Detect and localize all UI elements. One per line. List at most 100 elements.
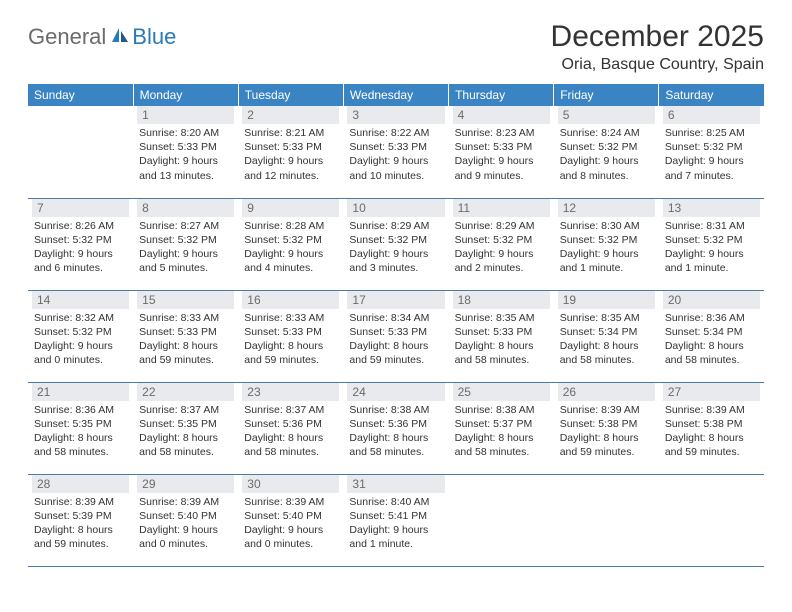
day-number: 19	[558, 291, 655, 309]
daylight: Daylight: 9 hours and 7 minutes.	[665, 154, 758, 182]
calendar-cell: 27 Sunrise: 8:39 AMSunset: 5:38 PMDayligh…	[659, 382, 764, 474]
calendar-cell: 20Sunrise: 8:36 AMSunset: 5:34 PMDayligh…	[659, 290, 764, 382]
calendar-cell: 25Sunrise: 8:38 AMSunset: 5:37 PMDayligh…	[449, 382, 554, 474]
daylight: Daylight: 9 hours and 10 minutes.	[349, 154, 442, 182]
daylight: Daylight: 8 hours and 59 minutes.	[560, 431, 653, 459]
day-header: Friday	[554, 84, 659, 106]
day-number: 13	[663, 199, 760, 217]
day-info: Sunrise: 8:39 AMSunset: 5:40 PMDaylight:…	[242, 495, 339, 552]
sunrise: Sunrise: 8:38 AM	[455, 403, 548, 417]
sunset: Sunset: 5:40 PM	[139, 509, 232, 523]
day-number: 9	[242, 199, 339, 217]
day-number: 1	[137, 106, 234, 124]
sunset: Sunset: 5:33 PM	[139, 140, 232, 154]
daylight: Daylight: 9 hours and 6 minutes.	[34, 247, 127, 275]
sunrise: Sunrise: 8:32 AM	[34, 311, 127, 325]
sunrise: Sunrise: 8:39 AM	[244, 495, 337, 509]
calendar-cell: 23 Sunrise: 8:37 AMSunset: 5:36 PMDayligh…	[238, 382, 343, 474]
sunrise: Sunrise: 8:36 AM	[34, 403, 127, 417]
day-info: Sunrise: 8:37 AMSunset: 5:35 PMDaylight:…	[137, 403, 234, 460]
sunrise: Sunrise: 8:37 AM	[244, 403, 337, 417]
header: General Blue December 2025 Oria, Basque …	[28, 20, 764, 74]
sunrise: Sunrise: 8:34 AM	[349, 311, 442, 325]
day-info: Sunrise: 8:36 AMSunset: 5:35 PMDaylight:…	[32, 403, 129, 460]
day-info: Sunrise: 8:37 AMSunset: 5:36 PMDaylight:…	[242, 403, 339, 460]
daylight: Daylight: 9 hours and 1 minute.	[349, 523, 442, 551]
calendar-cell: 17Sunrise: 8:34 AMSunset: 5:33 PMDayligh…	[343, 290, 448, 382]
sunrise: Sunrise: 8:31 AM	[665, 219, 758, 233]
day-info: Sunrise: 8:20 AMSunset: 5:33 PMDaylight:…	[137, 126, 234, 183]
calendar-cell: 29Sunrise: 8:39 AMSunset: 5:40 PMDayligh…	[133, 474, 238, 566]
daylight: Daylight: 8 hours and 58 minutes.	[34, 431, 127, 459]
sunset: Sunset: 5:32 PM	[139, 233, 232, 247]
day-number: 27	[663, 383, 760, 401]
day-info: Sunrise: 8:36 AMSunset: 5:34 PMDaylight:…	[663, 311, 760, 368]
day-info: Sunrise: 8:34 AMSunset: 5:33 PMDaylight:…	[347, 311, 444, 368]
calendar-cell: 26 Sunrise: 8:39 AMSunset: 5:38 PMDayligh…	[554, 382, 659, 474]
calendar-cell: 16Sunrise: 8:33 AMSunset: 5:33 PMDayligh…	[238, 290, 343, 382]
daylight: Daylight: 8 hours and 58 minutes.	[139, 431, 232, 459]
day-number: 24	[347, 383, 444, 401]
day-info: Sunrise: 8:35 AMSunset: 5:33 PMDaylight:…	[453, 311, 550, 368]
day-info: Sunrise: 8:39 AMSunset: 5:38 PMDaylight:…	[558, 403, 655, 460]
day-number: 3	[347, 106, 444, 124]
calendar-cell: 2Sunrise: 8:21 AMSunset: 5:33 PMDaylight…	[238, 106, 343, 198]
sunset: Sunset: 5:33 PM	[139, 325, 232, 339]
daylight: Daylight: 9 hours and 13 minutes.	[139, 154, 232, 182]
day-number: 23	[242, 383, 339, 401]
logo-sail-icon	[110, 26, 130, 49]
sunrise: Sunrise: 8:28 AM	[244, 219, 337, 233]
day-info: Sunrise: 8:39 AMSunset: 5:38 PMDaylight:…	[663, 403, 760, 460]
calendar-cell: 4Sunrise: 8:23 AMSunset: 5:33 PMDaylight…	[449, 106, 554, 198]
sunrise: Sunrise: 8:35 AM	[560, 311, 653, 325]
day-number: 6	[663, 106, 760, 124]
calendar-cell	[659, 474, 764, 566]
day-info: Sunrise: 8:31 AMSunset: 5:32 PMDaylight:…	[663, 219, 760, 276]
daylight: Daylight: 9 hours and 8 minutes.	[560, 154, 653, 182]
sunset: Sunset: 5:33 PM	[455, 325, 548, 339]
calendar-table: SundayMondayTuesdayWednesdayThursdayFrid…	[28, 84, 764, 567]
sunrise: Sunrise: 8:29 AM	[349, 219, 442, 233]
sunset: Sunset: 5:35 PM	[139, 417, 232, 431]
sunrise: Sunrise: 8:38 AM	[349, 403, 442, 417]
sunset: Sunset: 5:32 PM	[455, 233, 548, 247]
day-info: Sunrise: 8:26 AMSunset: 5:32 PMDaylight:…	[32, 219, 129, 276]
sunrise: Sunrise: 8:22 AM	[349, 126, 442, 140]
sunset: Sunset: 5:32 PM	[34, 325, 127, 339]
day-number: 30	[242, 475, 339, 493]
sunrise: Sunrise: 8:25 AM	[665, 126, 758, 140]
calendar-week: 1 Sunrise: 8:20 AMSunset: 5:33 PMDaylight…	[28, 106, 764, 198]
sunset: Sunset: 5:39 PM	[34, 509, 127, 523]
calendar-cell: 3Sunrise: 8:22 AMSunset: 5:33 PMDaylight…	[343, 106, 448, 198]
calendar-week: 28Sunrise: 8:39 AMSunset: 5:39 PMDayligh…	[28, 474, 764, 566]
sunrise: Sunrise: 8:39 AM	[560, 403, 653, 417]
sunrise: Sunrise: 8:21 AM	[244, 126, 337, 140]
sunset: Sunset: 5:36 PM	[244, 417, 337, 431]
sunrise: Sunrise: 8:33 AM	[139, 311, 232, 325]
sunset: Sunset: 5:32 PM	[665, 233, 758, 247]
day-info: Sunrise: 8:24 AMSunset: 5:32 PMDaylight:…	[558, 126, 655, 183]
day-number: 26	[558, 383, 655, 401]
logo-text-general: General	[28, 24, 106, 50]
calendar-cell: 12Sunrise: 8:30 AMSunset: 5:32 PMDayligh…	[554, 198, 659, 290]
calendar-cell: 8Sunrise: 8:27 AMSunset: 5:32 PMDaylight…	[133, 198, 238, 290]
calendar-cell: 7Sunrise: 8:26 AMSunset: 5:32 PMDaylight…	[28, 198, 133, 290]
day-header: Monday	[133, 84, 238, 106]
sunset: Sunset: 5:32 PM	[244, 233, 337, 247]
daylight: Daylight: 9 hours and 1 minute.	[665, 247, 758, 275]
daylight: Daylight: 8 hours and 59 minutes.	[34, 523, 127, 551]
day-number: 15	[137, 291, 234, 309]
daylight: Daylight: 9 hours and 0 minutes.	[34, 339, 127, 367]
day-number: 18	[453, 291, 550, 309]
title-block: December 2025 Oria, Basque Country, Spai…	[551, 20, 764, 74]
daylight: Daylight: 8 hours and 58 minutes.	[244, 431, 337, 459]
sunset: Sunset: 5:37 PM	[455, 417, 548, 431]
day-number: 21	[32, 383, 129, 401]
day-number: 31	[347, 475, 444, 493]
daylight: Daylight: 8 hours and 58 minutes.	[455, 339, 548, 367]
calendar-cell: 30 Sunrise: 8:39 AMSunset: 5:40 PMDayligh…	[238, 474, 343, 566]
daylight: Daylight: 9 hours and 4 minutes.	[244, 247, 337, 275]
calendar-cell: 10Sunrise: 8:29 AMSunset: 5:32 PMDayligh…	[343, 198, 448, 290]
calendar-week: 21Sunrise: 8:36 AMSunset: 5:35 PMDayligh…	[28, 382, 764, 474]
sunrise: Sunrise: 8:27 AM	[139, 219, 232, 233]
